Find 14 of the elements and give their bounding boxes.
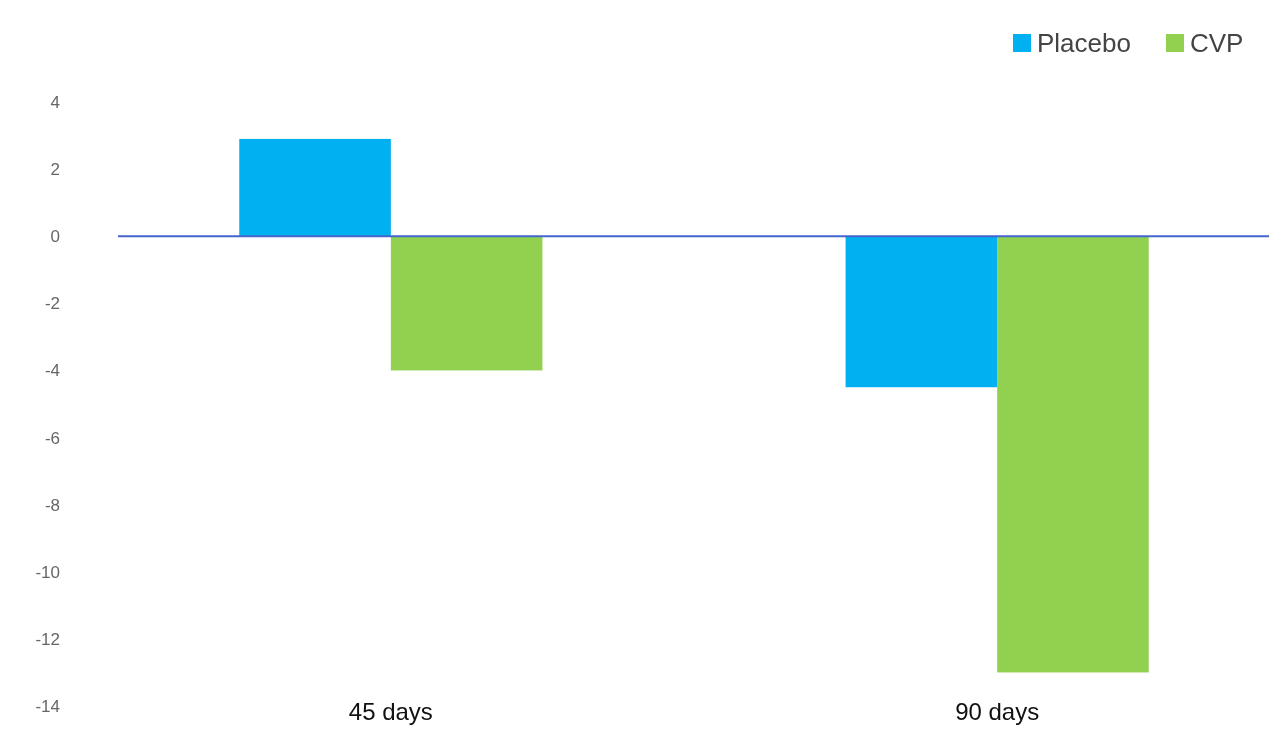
legend-label: CVP [1190, 28, 1244, 59]
legend-label: Placebo [1037, 28, 1131, 59]
y-tick-label: 2 [50, 160, 60, 180]
y-tick-label: -4 [44, 361, 60, 381]
x-tick-label: 45 days [348, 698, 433, 725]
y-tick-label: -14 [35, 696, 60, 716]
y-tick-label: -12 [35, 629, 60, 649]
y-tick-label: -10 [35, 562, 60, 582]
y-tick-label: -2 [44, 294, 60, 314]
y-tick-label: -8 [44, 495, 60, 515]
y-tick-label: 4 [50, 92, 60, 112]
x-tick-label: 90 days [955, 698, 1040, 725]
y-tick-label: -6 [44, 428, 60, 448]
y-tick-label: 0 [50, 227, 60, 247]
